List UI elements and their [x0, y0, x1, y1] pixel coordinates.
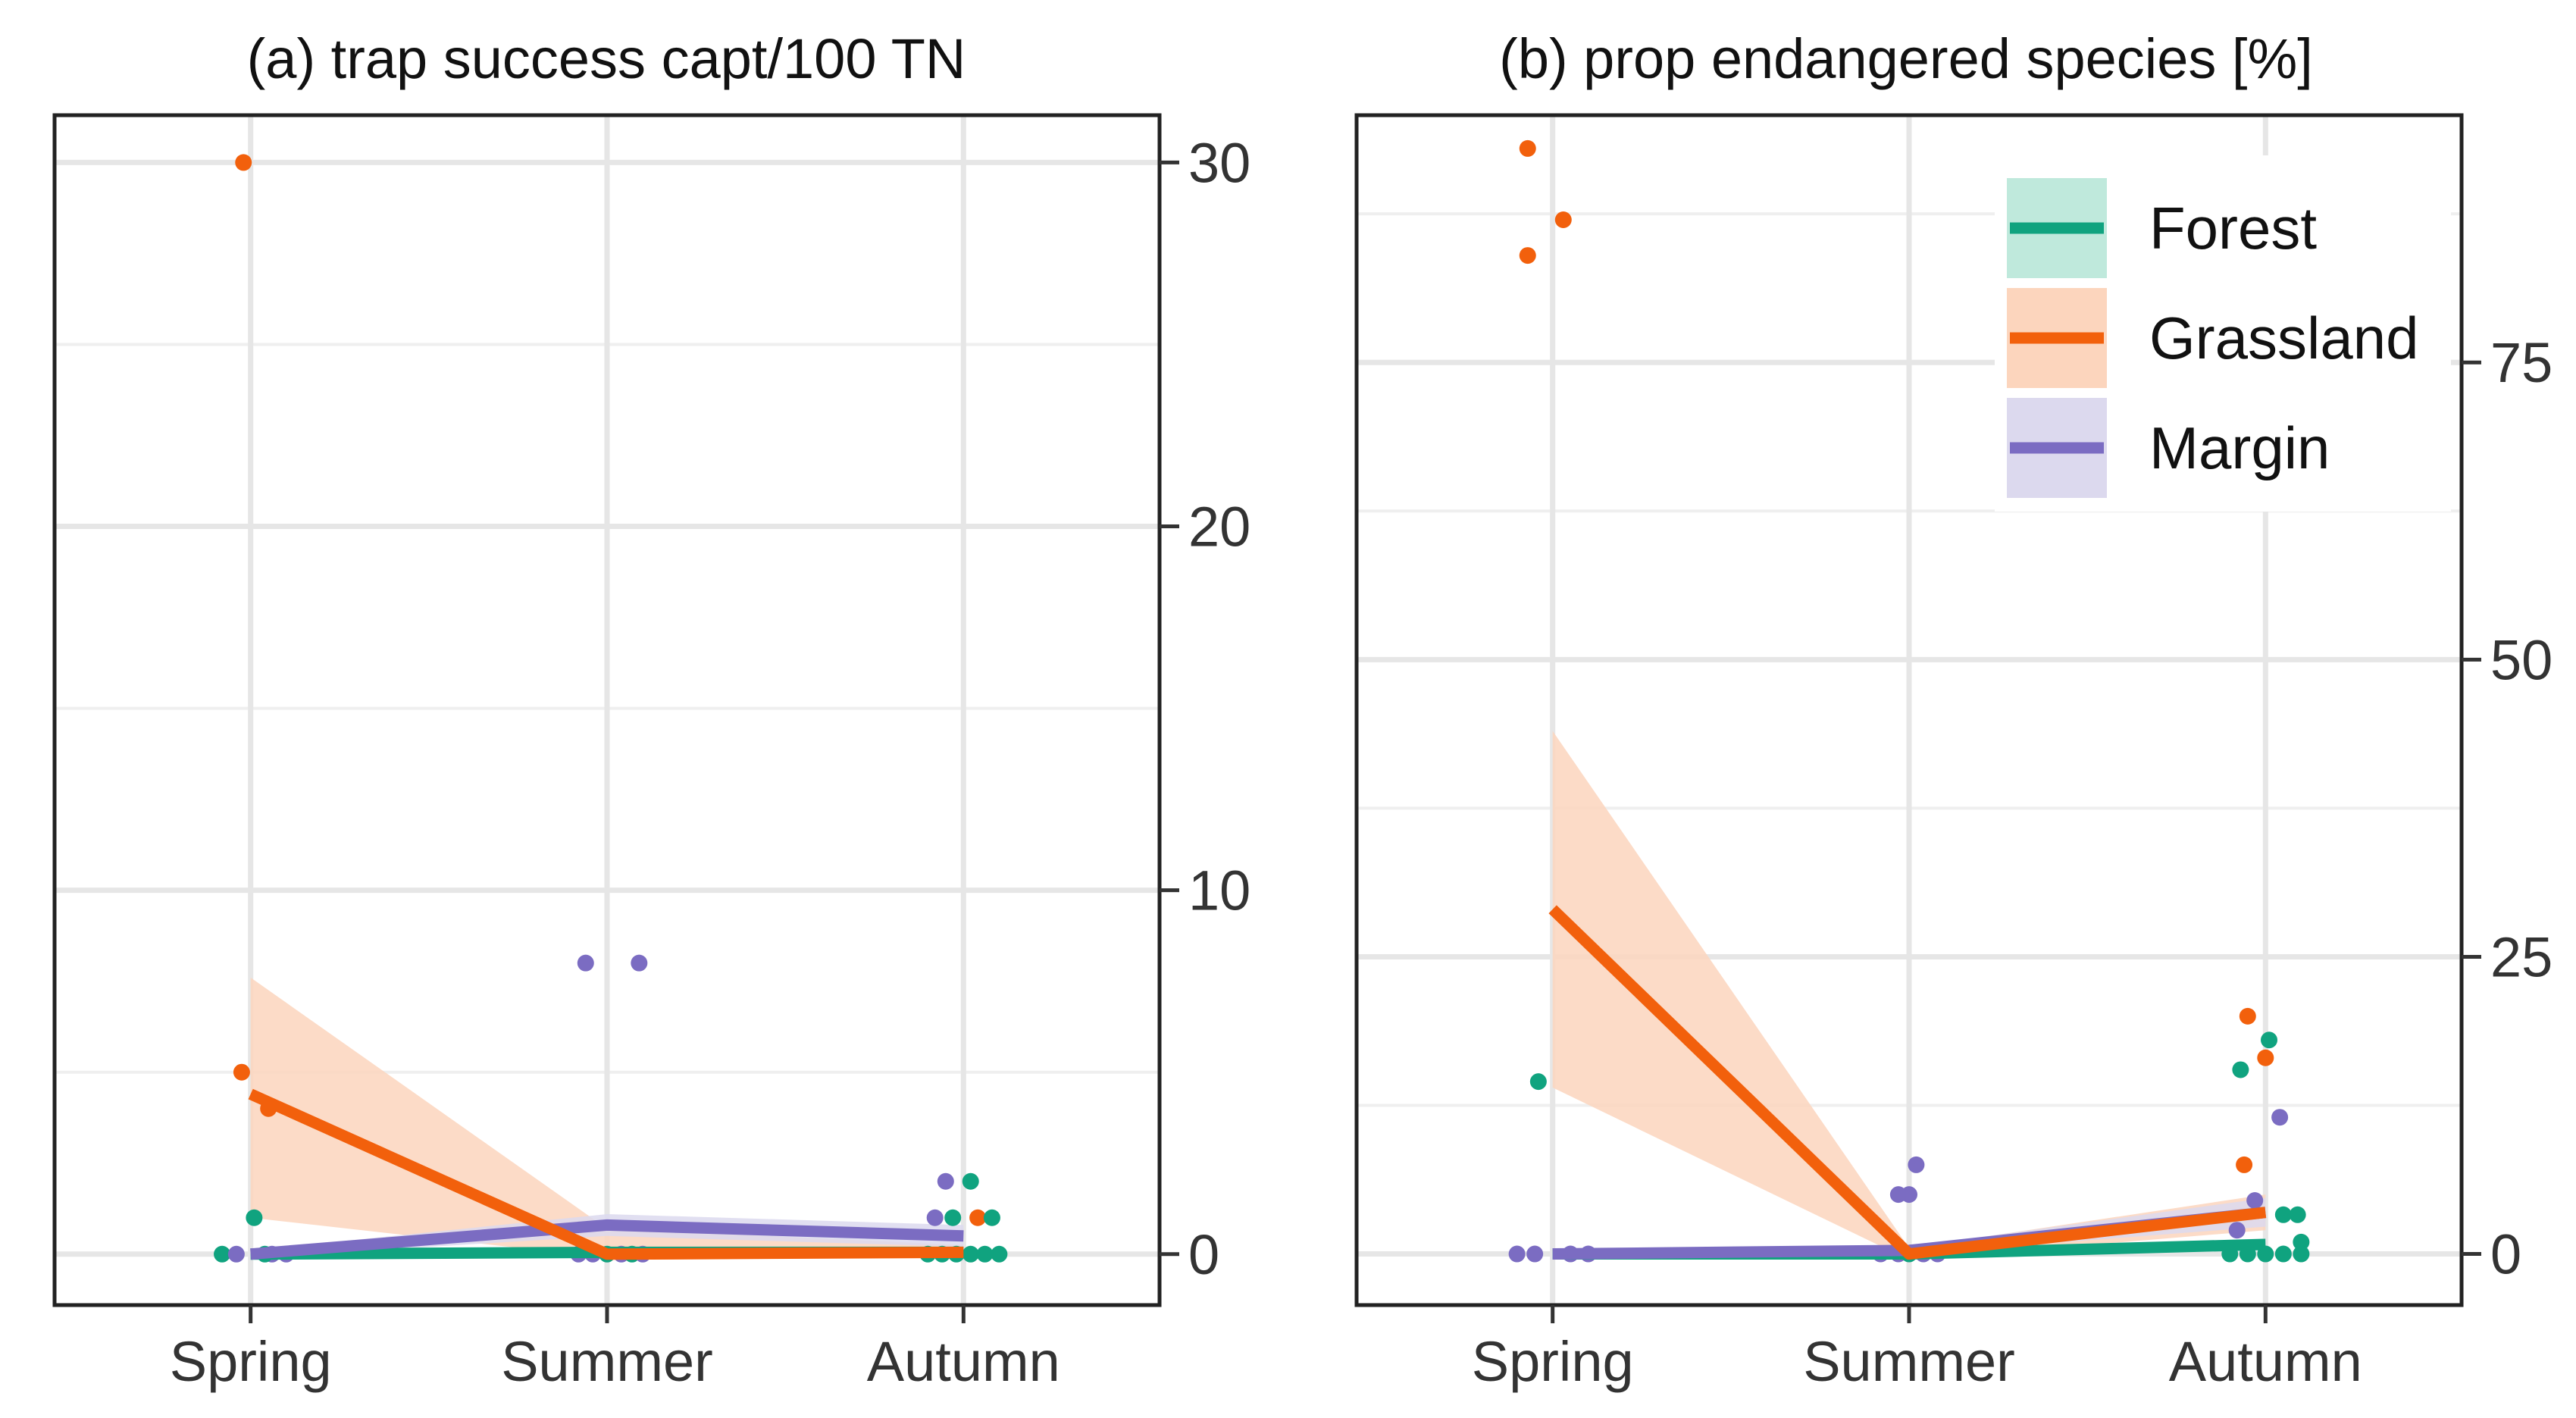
point-margin-b-20	[2271, 1109, 2289, 1126]
x-tick-label-a-1: Summer	[501, 1330, 713, 1393]
point-margin-b-4	[1508, 1245, 1526, 1263]
legend-label-forest: Forest	[2149, 195, 2317, 261]
point-forest-a-18	[962, 1172, 979, 1190]
point-margin-b-9	[1901, 1186, 1917, 1204]
legend: Forest Grassland Margin	[1995, 155, 2451, 512]
point-forest-b-31	[2293, 1245, 2310, 1263]
series-line-grassland-a	[248, 1088, 964, 1260]
point-forest-a-22	[983, 1209, 1000, 1226]
point-forest-a-5	[214, 1245, 231, 1263]
point-margin-b-25	[2228, 1222, 2246, 1239]
point-margin-a-6	[227, 1245, 245, 1263]
panel-a: (a) trap success capt/100 TN 0 10 20 30 Sprin…	[52, 27, 1250, 1393]
y-tick-label-b-2: 50	[2490, 628, 2553, 691]
point-grassland-a-21	[969, 1209, 987, 1226]
point-forest-b-18	[2261, 1031, 2278, 1049]
point-forest-b-24	[2289, 1206, 2306, 1223]
point-grassland-b-17	[2257, 1049, 2274, 1066]
point-margin-b-5	[1526, 1245, 1544, 1263]
y-tick-label-b-1: 25	[2490, 925, 2553, 988]
series-line-grassland-b	[1548, 905, 2267, 1260]
point-grassland-b-1	[1519, 247, 1536, 265]
x-tick-label-a-2: Autumn	[867, 1330, 1060, 1393]
point-forest-b-26	[2293, 1233, 2310, 1251]
panel-title-a: (a) trap success capt/100 TN	[247, 27, 966, 90]
point-grassland-b-16	[2239, 1007, 2256, 1025]
x-tick-label-b-1: Summer	[1803, 1330, 2015, 1393]
point-margin-a-9	[577, 954, 594, 972]
point-forest-a-20	[944, 1209, 962, 1226]
y-tick-label-a-2: 20	[1188, 496, 1250, 559]
x-tick-label-a-0: Spring	[170, 1330, 332, 1393]
point-forest-a-26	[962, 1245, 979, 1263]
y-tick-label-b-3: 75	[2490, 331, 2553, 394]
point-margin-a-17	[937, 1172, 954, 1190]
y-tick-label-b-0: 0	[2490, 1223, 2521, 1286]
y-tick-label-a-3: 30	[1188, 131, 1250, 194]
point-margin-b-22	[2246, 1191, 2264, 1209]
panel-title-b: (b) prop endangered species [%]	[1499, 27, 2313, 90]
x-tick-label-b-2: Autumn	[2169, 1330, 2362, 1393]
series-line-margin-a	[250, 1219, 964, 1260]
point-grassland-b-21	[2236, 1156, 2253, 1173]
point-grassland-a-0	[235, 154, 252, 171]
point-forest-a-27	[976, 1245, 994, 1263]
point-forest-a-3	[246, 1209, 263, 1226]
point-forest-b-30	[2274, 1245, 2292, 1263]
point-forest-b-23	[2274, 1206, 2292, 1223]
y-tick-label-a-1: 10	[1188, 859, 1250, 922]
point-grassland-b-0	[1519, 139, 1536, 157]
point-forest-a-28	[991, 1245, 1008, 1263]
y-tick-label-a-0: 0	[1188, 1223, 1219, 1286]
point-grassland-b-2	[1554, 211, 1572, 229]
legend-label-grassland: Grassland	[2149, 305, 2419, 371]
point-margin-a-10	[631, 954, 648, 972]
legend-label-margin: Margin	[2149, 415, 2330, 481]
panel-b: (b) prop endangered species [%] 0 25 50 75 Sp…	[1354, 27, 2553, 1393]
point-forest-b-3	[1529, 1073, 1547, 1091]
point-margin-a-19	[926, 1209, 944, 1226]
point-forest-b-19	[2232, 1061, 2249, 1078]
ribbon-grassland-b	[1552, 731, 2266, 1260]
ribbon-grassland-a	[250, 977, 964, 1258]
x-tick-label-b-0: Spring	[1472, 1330, 1634, 1393]
point-grassland-a-1	[233, 1063, 250, 1081]
point-margin-b-10	[1908, 1156, 1925, 1173]
